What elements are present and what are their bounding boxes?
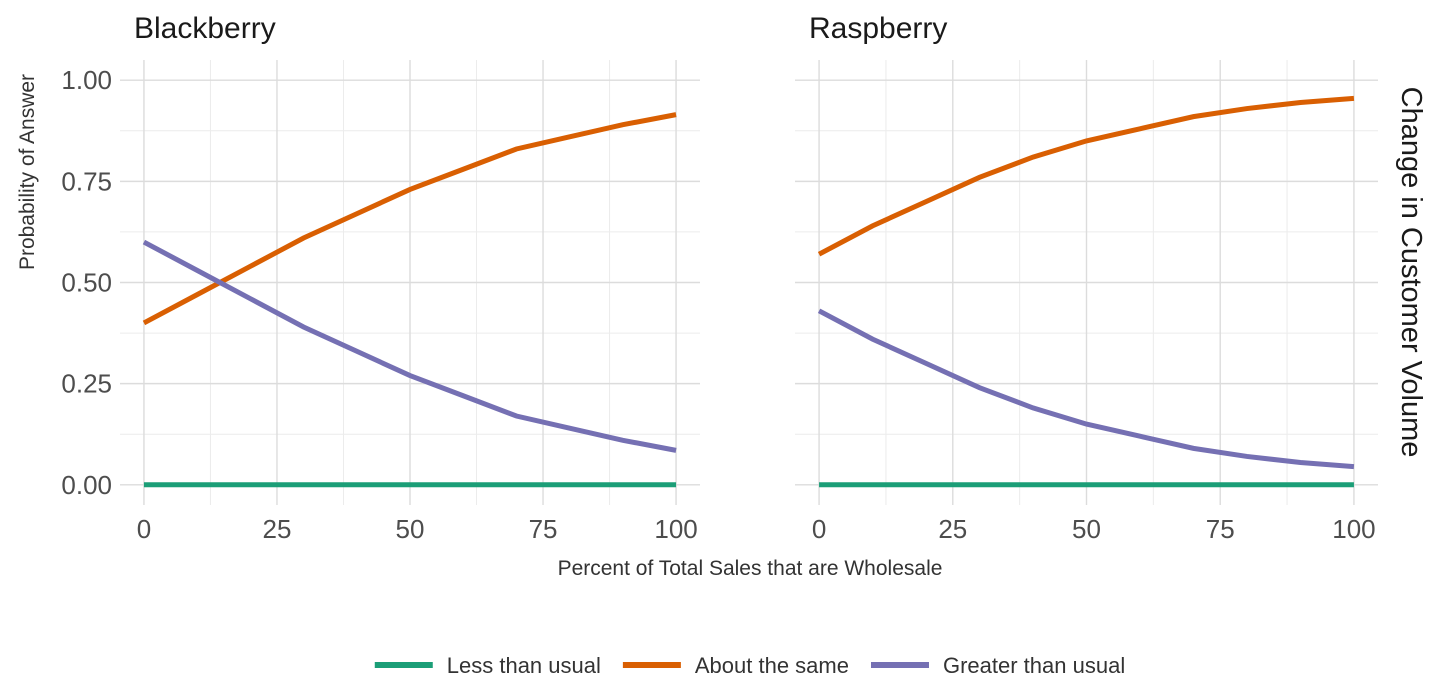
legend-label-greater-than-usual: Greater than usual [943,653,1125,678]
panel-raspberry: 0 25 50 75 100 Raspberry [795,12,1378,544]
x-tick-label: 0 [812,514,826,544]
y-tick-label: 1.00 [61,65,112,95]
legend: Less than usual About the same Greater tha… [374,653,1125,678]
series-line-about-the-same [142,112,677,326]
legend-label-about-the-same: About the same [695,653,849,678]
x-tick-label: 75 [529,514,558,544]
x-tick-label: 25 [263,514,292,544]
y-axis-title: Probability of Answer [16,74,39,270]
x-tick-label: 100 [654,514,697,544]
x-tick-label: 50 [1072,514,1101,544]
facet-strip-label: Change in Customer Volume [1395,87,1427,458]
x-axis-title: Percent of Total Sales that are Wholesal… [558,557,943,580]
y-tick-label: 0.00 [61,470,112,500]
facet-title-blackberry: Blackberry [134,12,276,45]
x-tick-label: 100 [1332,514,1375,544]
x-tick-label: 0 [137,514,151,544]
y-tick-label: 0.75 [61,166,112,196]
panel-blackberry: 0 25 50 75 100 0.00 0.25 0.50 0.75 1.00 Blackberry [61,12,700,544]
series-line-greater-than-usual [817,308,1355,470]
facet-title-raspberry: Raspberry [809,12,947,45]
series-line-greater-than-usual [142,239,677,453]
panels-layer: 0 25 50 75 100 0.00 0.25 0.50 0.75 1.00 Blackberry… [61,12,1378,544]
legend-label-less-than-usual: Less than usual [447,653,601,678]
y-tick-label: 0.25 [61,369,112,399]
x-tick-label: 50 [396,514,425,544]
series-line-about-the-same [817,95,1355,257]
x-tick-label: 25 [938,514,967,544]
y-tick-label: 0.50 [61,268,112,298]
x-tick-label: 75 [1206,514,1235,544]
